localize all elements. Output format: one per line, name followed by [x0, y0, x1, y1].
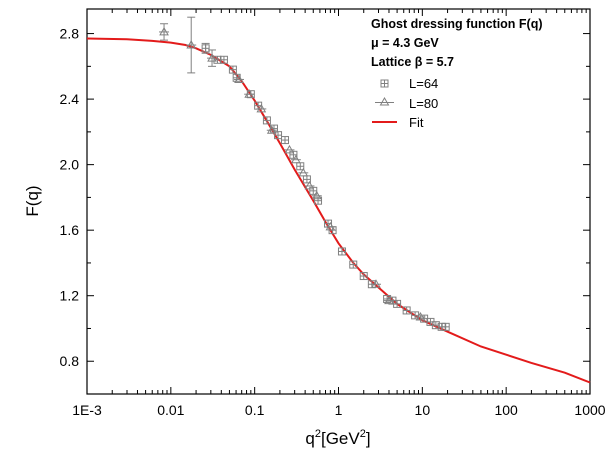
x-tick-label: 1000 [574, 402, 605, 418]
legend-marker-l64 [380, 79, 389, 88]
legend: Ghost dressing function F(q) μ = 4.3 GeV… [371, 17, 543, 130]
data-point-l80 [415, 311, 426, 321]
data-point-l80 [370, 279, 381, 288]
data-point-l64 [219, 55, 228, 64]
data-point-l80 [186, 40, 197, 49]
x-tick-label: 1E-3 [72, 402, 102, 418]
data-point-l80 [325, 221, 336, 231]
data-point-l64 [280, 136, 289, 145]
fit-curve [86, 37, 591, 384]
legend-label-fit: Fit [409, 115, 424, 130]
y-tick-label: 2.0 [60, 157, 80, 173]
fit-layer [86, 37, 591, 384]
data-point-l64 [228, 65, 237, 74]
y-tick-label: 0.8 [60, 353, 80, 369]
legend-mu: μ = 4.3 GeV [371, 36, 439, 50]
x-axis-label-unit: [GeV [321, 429, 360, 448]
legend-lattice: Lattice β = 5.7 [371, 55, 454, 69]
data-point-l64 [359, 272, 368, 281]
legend-label-l64: L=64 [409, 76, 438, 91]
data-point-l80 [159, 26, 170, 36]
tick-group: 1E-3 0.01 0.1 1 10 100 1000 0.8 1.2 1.6 2.0 2.4 2.8 [60, 9, 606, 418]
data-point-l64 [441, 322, 450, 331]
data-point-l64 [274, 131, 283, 140]
y-axis-label: F(q) [23, 185, 42, 216]
x-axis-label-sup1: 2 [315, 428, 321, 440]
y-tick-label: 1.6 [60, 222, 80, 238]
data-point-l64 [402, 306, 411, 315]
data-point-l80 [311, 190, 322, 200]
x-axis-label-end: ] [366, 429, 371, 448]
legend-label-l80: L=80 [409, 96, 438, 111]
data-point-l80 [284, 144, 295, 154]
x-tick-label: 0.01 [157, 402, 184, 418]
data-point-l80 [304, 180, 315, 190]
y-tick-label: 2.4 [60, 91, 80, 107]
points-layer [159, 16, 450, 331]
data-point-l64 [201, 44, 210, 53]
data-point-l64 [393, 299, 402, 308]
x-tick-label: 100 [494, 402, 518, 418]
x-tick-label: 0.1 [245, 402, 265, 418]
data-point-l64 [262, 116, 271, 125]
x-axis-label-base: q [305, 429, 314, 448]
x-axis-label: q2[GeV2] [305, 428, 370, 448]
data-point-l64 [349, 260, 358, 269]
data-point-l64 [337, 247, 346, 256]
data-point-l80 [298, 167, 309, 177]
data-point-l80 [290, 154, 301, 164]
data-point-l80 [383, 295, 394, 305]
data-point-l64 [296, 162, 305, 171]
legend-marker-l80 [375, 96, 394, 106]
x-tick-label: 10 [415, 402, 431, 418]
plot-frame [86, 8, 591, 395]
data-point-l80 [207, 53, 218, 62]
legend-title: Ghost dressing function F(q) [371, 17, 543, 31]
y-tick-label: 1.2 [60, 288, 80, 304]
y-tick-label: 2.8 [60, 26, 80, 42]
data-point-l80 [266, 125, 277, 134]
data-point-l80 [244, 89, 255, 98]
data-point-l80 [256, 103, 267, 113]
x-tick-label: 1 [335, 402, 343, 418]
x-axis-label-sup2: 2 [360, 428, 366, 440]
data-point-l80 [233, 74, 244, 83]
